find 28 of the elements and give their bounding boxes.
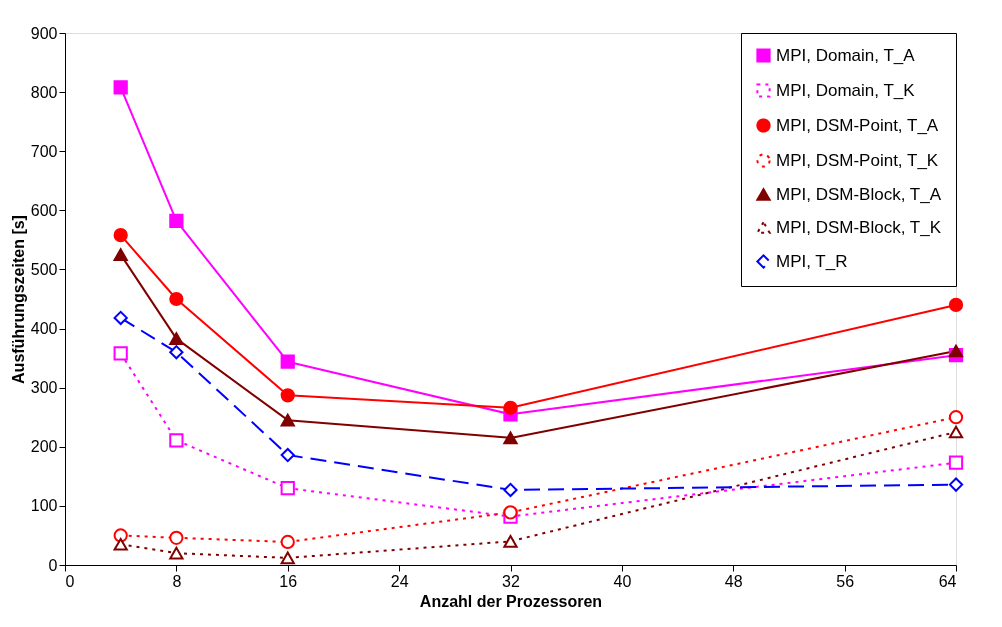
x-tick-label: 40 <box>613 572 632 590</box>
x-tick-label: 56 <box>836 572 855 590</box>
legend-label: MPI, Domain, T_K <box>776 80 916 100</box>
x-tick-label: 0 <box>65 572 75 590</box>
y-tick-label: 0 <box>48 556 58 574</box>
x-tick-label: 8 <box>172 572 182 590</box>
y-tick-label: 400 <box>30 320 58 338</box>
y-tick-label: 500 <box>30 260 58 278</box>
y-tick-label: 200 <box>30 438 58 456</box>
legend-label: MPI, DSM-Point, T_K <box>776 150 939 170</box>
x-tick-label: 64 <box>938 572 957 590</box>
legend-label: MPI, Domain, T_A <box>776 45 916 65</box>
legend-label: MPI, DSM-Point, T_A <box>776 115 939 135</box>
x-tick-label: 48 <box>724 572 743 590</box>
x-tick-label: 32 <box>502 572 520 590</box>
legend-label: MPI, DSM-Block, T_A <box>776 184 942 204</box>
y-tick-label: 600 <box>30 201 58 219</box>
y-tick-label: 300 <box>30 379 58 397</box>
y-tick-label: 100 <box>30 497 58 515</box>
legend-label: MPI, DSM-Block, T_K <box>776 217 942 237</box>
x-tick-label: 24 <box>390 572 409 590</box>
y-axis-title: Ausführungszeiten [s] <box>9 215 27 384</box>
x-axis-title: Anzahl der Prozessoren <box>419 592 603 610</box>
x-tick-label: 16 <box>279 572 298 590</box>
y-tick-label: 700 <box>30 142 58 160</box>
y-tick-label: 900 <box>30 24 58 42</box>
y-tick-label: 800 <box>30 83 58 101</box>
legend-label: MPI, T_R <box>776 251 848 271</box>
